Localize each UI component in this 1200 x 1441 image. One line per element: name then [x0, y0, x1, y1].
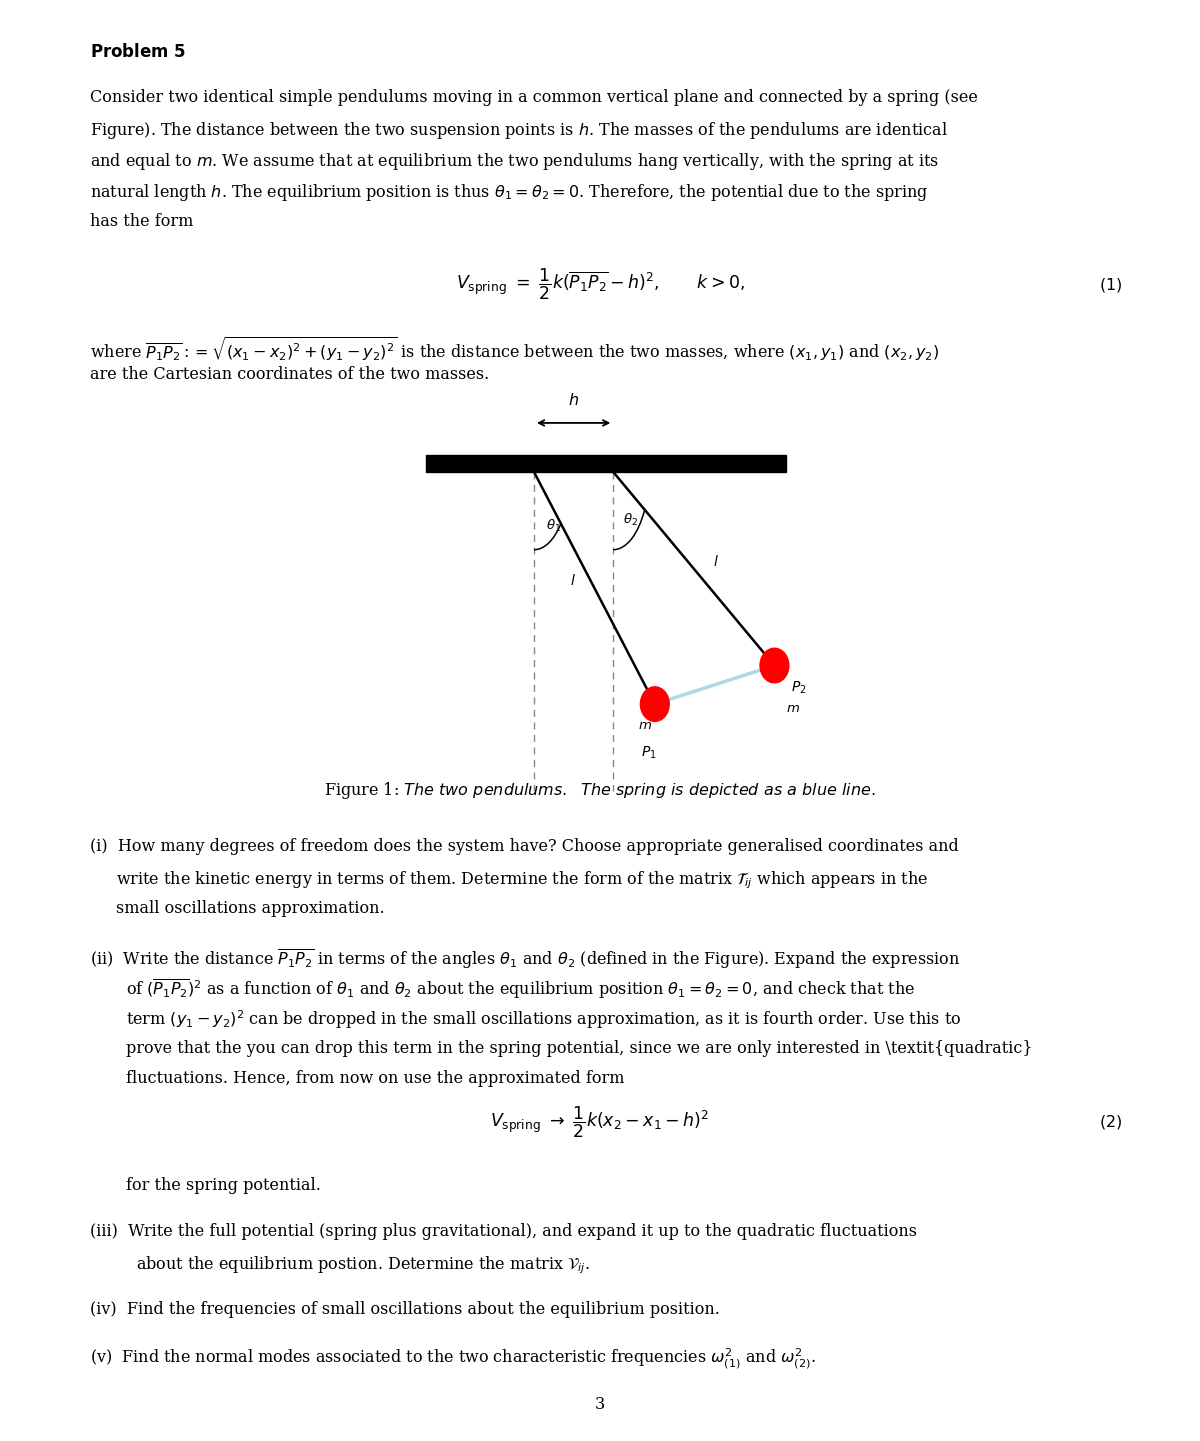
Text: (iii)  Write the full potential (spring plus gravitational), and expand it up to: (iii) Write the full potential (spring p…	[90, 1223, 917, 1241]
Text: of $(\overline{P_1P_2})^2$ as a function of $\theta_1$ and $\theta_2$ about the : of $(\overline{P_1P_2})^2$ as a function…	[126, 977, 916, 1001]
Text: small oscillations approximation.: small oscillations approximation.	[116, 901, 385, 916]
Text: $m$: $m$	[638, 719, 653, 732]
Text: prove that the you can drop this term in the spring potential, since we are only: prove that the you can drop this term in…	[126, 1039, 1033, 1056]
Text: $P_2$: $P_2$	[791, 680, 806, 696]
Text: natural length $h$. The equilibrium position is thus $\theta_1 = \theta_2 = 0$. : natural length $h$. The equilibrium posi…	[90, 182, 929, 203]
Circle shape	[760, 648, 788, 683]
Text: write the kinetic energy in terms of them. Determine the form of the matrix $\ma: write the kinetic energy in terms of the…	[116, 869, 929, 891]
Text: Consider two identical simple pendulums moving in a common vertical plane and co: Consider two identical simple pendulums …	[90, 89, 978, 107]
Text: has the form: has the form	[90, 213, 193, 231]
Text: $\mathbf{Problem\ 5}$: $\mathbf{Problem\ 5}$	[90, 43, 186, 61]
Text: $m$: $m$	[786, 702, 800, 715]
Text: (i)  How many degrees of freedom does the system have? Choose appropriate genera: (i) How many degrees of freedom does the…	[90, 839, 959, 855]
Text: $(2)$: $(2)$	[1099, 1112, 1122, 1131]
Text: (v)  Find the normal modes associated to the two characteristic frequencies $\om: (v) Find the normal modes associated to …	[90, 1347, 816, 1372]
Text: about the equilibrium postion. Determine the matrix $\mathcal{V}_{ij}$.: about the equilibrium postion. Determine…	[136, 1254, 589, 1275]
Text: fluctuations. Hence, from now on use the approximated form: fluctuations. Hence, from now on use the…	[126, 1071, 624, 1088]
Text: $\theta_2$: $\theta_2$	[623, 512, 638, 529]
Text: $h$: $h$	[568, 392, 580, 408]
Text: are the Cartesian coordinates of the two masses.: are the Cartesian coordinates of the two…	[90, 366, 490, 383]
Text: for the spring potential.: for the spring potential.	[126, 1177, 320, 1193]
Text: $V_{\mathrm{spring}}\ =\ \dfrac{1}{2}k(\overline{P_1P_2} - h)^2 , \qquad k > 0 ,: $V_{\mathrm{spring}}\ =\ \dfrac{1}{2}k(\…	[456, 267, 744, 303]
Text: where $\overline{P_1P_2} := \sqrt{(x_1 - x_2)^2 + (y_1 - y_2)^2}$ is the distanc: where $\overline{P_1P_2} := \sqrt{(x_1 -…	[90, 334, 940, 363]
Text: (ii)  Write the distance $\overline{P_1P_2}$ in terms of the angles $\theta_1$ a: (ii) Write the distance $\overline{P_1P_…	[90, 947, 960, 971]
Text: $l$: $l$	[713, 553, 719, 569]
Circle shape	[641, 687, 670, 722]
Text: 3: 3	[595, 1396, 605, 1414]
Bar	[426, 454, 786, 471]
Text: (iv)  Find the frequencies of small oscillations about the equilibrium position.: (iv) Find the frequencies of small oscil…	[90, 1301, 720, 1317]
Text: Figure). The distance between the two suspension points is $h$. The masses of th: Figure). The distance between the two su…	[90, 121, 948, 141]
Text: $l$: $l$	[570, 574, 576, 588]
Text: $V_{\mathrm{spring}}\ \rightarrow\ \dfrac{1}{2}k(x_2 - x_1 - h)^2$: $V_{\mathrm{spring}}\ \rightarrow\ \dfra…	[491, 1104, 709, 1140]
Text: and equal to $m$. We assume that at equilibrium the two pendulums hang verticall: and equal to $m$. We assume that at equi…	[90, 151, 940, 173]
Text: $\theta_1$: $\theta_1$	[546, 517, 562, 535]
Text: Figure 1: $\mathit{The\ two\ pendulums.\ \ The\ spring\ is\ depicted\ as\ a\ blu: Figure 1: $\mathit{The\ two\ pendulums.\…	[324, 781, 876, 801]
Text: term $(y_1 - y_2)^2$ can be dropped in the small oscillations approximation, as : term $(y_1 - y_2)^2$ can be dropped in t…	[126, 1009, 961, 1032]
Text: $P_1$: $P_1$	[641, 745, 656, 761]
Text: $(1)$: $(1)$	[1099, 275, 1122, 294]
